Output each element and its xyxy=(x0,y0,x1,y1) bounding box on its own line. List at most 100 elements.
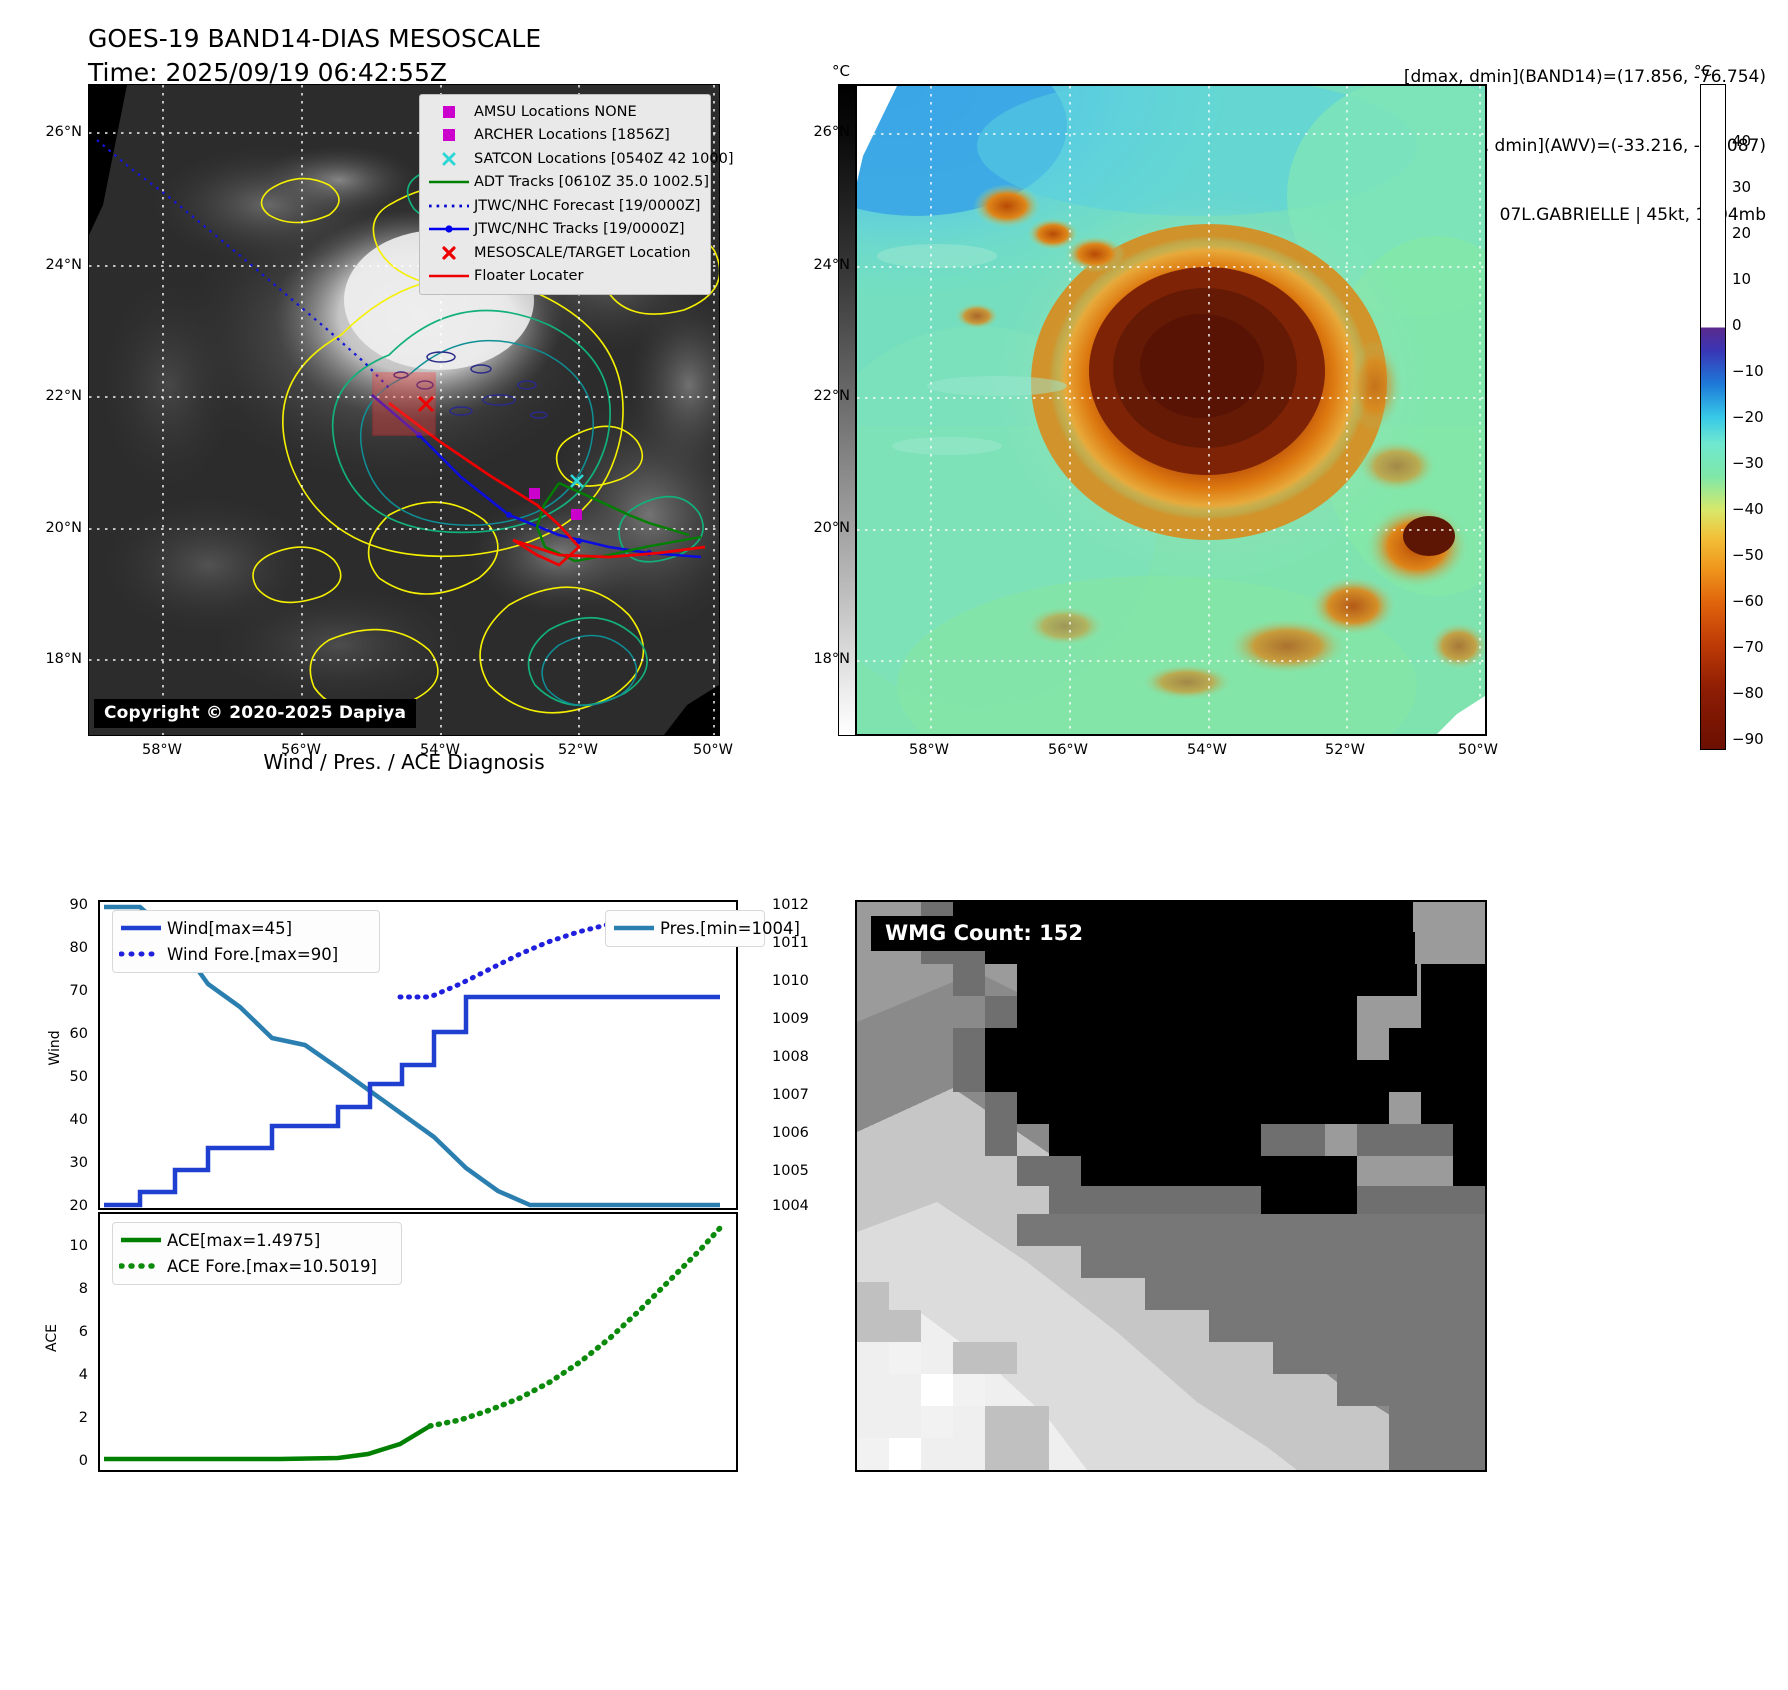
legend-key-line-red xyxy=(428,271,470,281)
legend-key-line-teal xyxy=(612,923,660,933)
title-line-2: Time: 2025/09/19 06:42:55Z xyxy=(88,57,447,87)
legend-label-wind: Wind[max=45] xyxy=(167,918,293,938)
legend-label-ace-forecast: ACE Fore.[max=10.5019] xyxy=(167,1256,377,1276)
right-map-lat-axis: 26°N 24°N 22°N 20°N 18°N xyxy=(770,84,850,736)
cb-tick: −70 xyxy=(1732,638,1764,656)
y-tick: 0 xyxy=(78,1453,88,1469)
y2-tick: 1005 xyxy=(772,1163,809,1179)
lon-tick: 50°W xyxy=(692,742,734,758)
legend-item-wind[interactable]: Wind[max=45] xyxy=(119,915,371,941)
y-tick: 20 xyxy=(69,1198,88,1214)
right-colorbar-unit: °C xyxy=(1694,62,1712,80)
cb-tick: −50 xyxy=(1732,546,1764,564)
pressure-legend: Pres.[min=1004] xyxy=(605,910,800,947)
cb-tick: 30 xyxy=(1732,178,1752,196)
left-map-lon-axis: 58°W 56°W 54°W 52°W 50°W xyxy=(88,742,733,768)
legend-item-mesoscale-target[interactable]: MESOSCALE/TARGET Location xyxy=(428,241,702,265)
y-tick: 6 xyxy=(78,1324,88,1340)
y-tick: 4 xyxy=(78,1367,88,1383)
page-title: GOES-19 BAND14-DIAS MESOSCALE Time: 2025… xyxy=(88,22,541,90)
lat-tick: 20°N xyxy=(813,520,850,536)
legend-key-line-marker-blue xyxy=(428,223,470,235)
legend-item-floater-locater[interactable]: Floater Locater xyxy=(428,265,702,289)
legend-key-dotted-blue xyxy=(428,201,470,211)
legend-key-square-magenta xyxy=(428,105,470,119)
lat-tick: 18°N xyxy=(45,651,82,667)
legend-label-jtwc-tracks: JTWC/NHC Tracks [19/0000Z] xyxy=(474,221,685,238)
legend-label-ace: ACE[max=1.4975] xyxy=(167,1230,321,1250)
wmg-panel[interactable]: WMG Count: 152 xyxy=(855,900,1487,1472)
legend-item-adt-tracks[interactable]: ADT Tracks [0610Z 35.0 1002.5] xyxy=(428,171,709,195)
legend-item-jtwc-tracks[interactable]: JTWC/NHC Tracks [19/0000Z] xyxy=(428,218,702,242)
ace-legend: ACE[max=1.4975] ACE Fore.[max=10.5019] xyxy=(112,1222,402,1285)
legend-key-dotted-green xyxy=(119,1261,167,1271)
y2-tick: 1007 xyxy=(772,1087,809,1103)
lon-tick: 58°W xyxy=(141,742,183,758)
cb-tick: −80 xyxy=(1732,684,1764,702)
lat-tick: 26°N xyxy=(813,124,850,140)
chart-title: Wind / Pres. / ACE Diagnosis xyxy=(263,750,545,774)
y-tick: 60 xyxy=(69,1026,88,1042)
lat-tick: 18°N xyxy=(813,651,850,667)
legend-item-ace-forecast[interactable]: ACE Fore.[max=10.5019] xyxy=(119,1253,393,1279)
right-colorbar-ticks: 40 30 20 10 0 −10 −20 −30 −40 −50 −60 −7… xyxy=(1700,84,1788,750)
y2-tick: 1011 xyxy=(772,935,809,951)
lat-tick: 24°N xyxy=(813,257,850,273)
copyright-notice: Copyright © 2020-2025 Dapiya xyxy=(94,699,417,728)
lon-tick: 56°W xyxy=(1047,742,1089,758)
legend-item-pressure[interactable]: Pres.[min=1004] xyxy=(612,915,800,941)
legend-item-amsu[interactable]: AMSU Locations NONE xyxy=(428,100,702,124)
y2-tick: 1010 xyxy=(772,973,809,989)
y2-tick: 1012 xyxy=(772,897,809,913)
y-tick: 2 xyxy=(78,1410,88,1426)
legend-item-wind-forecast[interactable]: Wind Fore.[max=90] xyxy=(119,941,371,967)
cb-tick: −20 xyxy=(1732,408,1764,426)
pressure-y-axis-ticks: 1012 1011 1010 1009 1008 1007 1006 1005 … xyxy=(748,897,878,1214)
y-tick: 10 xyxy=(69,1238,88,1254)
legend-key-x-cyan-icon xyxy=(428,151,470,167)
y2-tick: 1008 xyxy=(772,1049,809,1065)
cb-tick: −40 xyxy=(1732,500,1764,518)
y-tick: 40 xyxy=(69,1112,88,1128)
series-wind xyxy=(104,994,720,1208)
legend-label-mesoscale-target: MESOSCALE/TARGET Location xyxy=(474,244,691,261)
lat-tick: 22°N xyxy=(45,388,82,404)
y-tick: 8 xyxy=(78,1281,88,1297)
legend-label-archer: ARCHER Locations [1856Z] xyxy=(474,127,670,144)
lon-tick: 58°W xyxy=(908,742,950,758)
y-tick: 80 xyxy=(69,940,88,956)
legend-label-wind-forecast: Wind Fore.[max=90] xyxy=(167,944,339,964)
lat-tick: 26°N xyxy=(45,124,82,140)
legend-key-dotted-blue xyxy=(119,949,167,959)
legend-item-jtwc-forecast[interactable]: JTWC/NHC Forecast [19/0000Z] xyxy=(428,194,702,218)
y2-tick: 1004 xyxy=(772,1198,809,1214)
wmg-count-badge: WMG Count: 152 xyxy=(871,916,1097,951)
lat-tick: 22°N xyxy=(813,388,850,404)
y-tick: 90 xyxy=(69,897,88,913)
series-ace xyxy=(104,1424,432,1462)
legend-key-x-red-icon xyxy=(428,245,470,261)
title-line-1: GOES-19 BAND14-DIAS MESOSCALE xyxy=(88,24,542,53)
lon-tick: 54°W xyxy=(419,742,461,758)
legend-label-amsu: AMSU Locations NONE xyxy=(474,103,637,120)
legend-item-archer[interactable]: ARCHER Locations [1856Z] xyxy=(428,124,702,148)
satellite-ir-map-grayscale[interactable]: AMSU Locations NONE ARCHER Locations [18… xyxy=(88,84,733,736)
cb-tick: 40 xyxy=(1732,132,1752,150)
cb-tick: −10 xyxy=(1732,362,1764,380)
legend-item-satcon[interactable]: SATCON Locations [0540Z 42 1000] xyxy=(428,147,733,171)
legend-key-line-green xyxy=(428,177,470,187)
y-tick: 70 xyxy=(69,983,88,999)
legend-item-ace[interactable]: ACE[max=1.4975] xyxy=(119,1227,393,1253)
series-ace-forecast xyxy=(427,1225,723,1429)
legend-key-line-green xyxy=(119,1235,167,1245)
lon-tick: 56°W xyxy=(280,742,322,758)
wmg-image-svg xyxy=(857,902,1485,1470)
cb-tick: 10 xyxy=(1732,270,1752,288)
color-ir-image-svg xyxy=(857,86,1485,734)
cb-tick: 0 xyxy=(1732,316,1742,334)
legend-label-jtwc-forecast: JTWC/NHC Forecast [19/0000Z] xyxy=(474,197,701,214)
ace-y-axis-ticks: 10 8 6 4 2 0 xyxy=(30,1212,98,1472)
satellite-ir-map-color[interactable] xyxy=(855,84,1487,736)
y-tick: 50 xyxy=(69,1069,88,1085)
